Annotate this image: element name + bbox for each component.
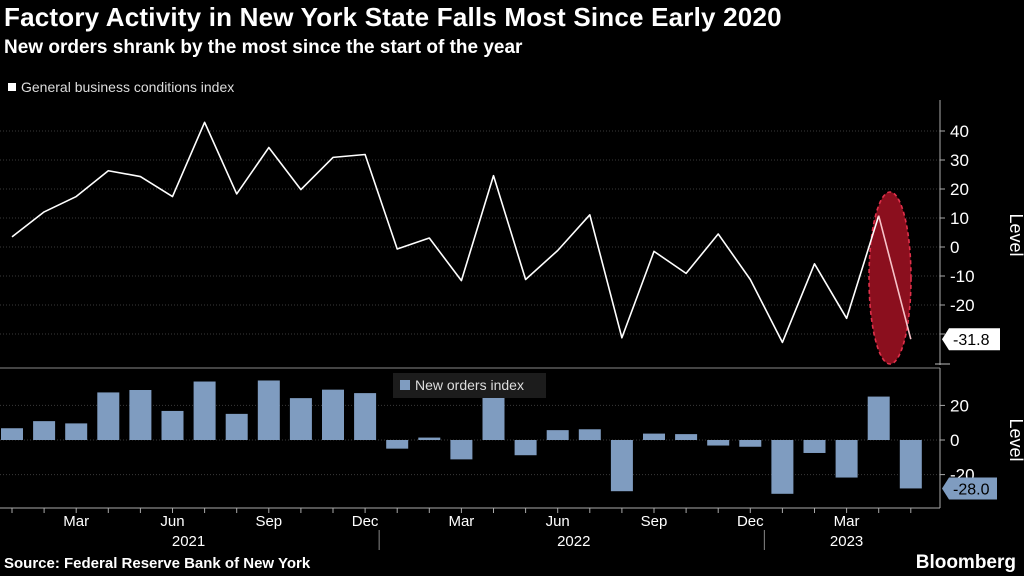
new-orders-bar (161, 410, 184, 440)
top-y-tick-label: 40 (950, 122, 969, 141)
highlight-ellipse (868, 191, 912, 365)
x-month-label: Dec (352, 513, 379, 530)
new-orders-bar (257, 380, 280, 440)
x-axis: Mar Jun Sep Dec Mar Jun Sep Dec Mar 2021 2022 2023 (0, 507, 940, 550)
new-orders-bar (514, 440, 537, 456)
new-orders-bar (97, 392, 120, 440)
new-orders-bar (193, 381, 216, 440)
x-month-label: Mar (63, 513, 89, 530)
new-orders-bar (835, 440, 858, 478)
new-orders-bar (1, 428, 23, 440)
new-orders-bar (129, 390, 152, 440)
legend-general-business-label: General business conditions index (21, 79, 235, 95)
new-orders-bar (418, 437, 441, 440)
bottom-y-tick-label: 20 (950, 396, 969, 415)
new-orders-bar (33, 421, 56, 440)
x-month-label: Jun (160, 513, 184, 530)
x-month-label: Jun (546, 513, 570, 530)
new-orders-bar (65, 423, 88, 440)
x-year-label: 2021 (172, 533, 205, 550)
general-business-line-last-segment (877, 215, 912, 340)
new-orders-bar (610, 440, 633, 492)
x-month-label: Dec (737, 513, 764, 530)
legend-swatch-line (8, 83, 16, 91)
new-orders-bar (803, 440, 826, 453)
general-business-line (11, 121, 880, 344)
x-year-label: 2023 (830, 533, 863, 550)
x-month-label: Mar (834, 513, 860, 530)
top-panel-last-value: -31.8 (942, 328, 1000, 351)
top-panel-line (11, 121, 912, 344)
bloomberg-logo: Bloomberg (915, 552, 1016, 573)
top-last-value-tag (942, 328, 1000, 351)
top-y-axis-title: Level (1006, 213, 1024, 256)
top-y-tick-label: 30 (950, 151, 969, 170)
bottom-y-axis-title: Level (1006, 418, 1024, 461)
top-y-tick-label: -10 (950, 267, 975, 286)
legend-swatch-bar (400, 380, 410, 390)
new-orders-bar (578, 429, 601, 440)
legend-new-orders-label: New orders index (415, 377, 524, 393)
new-orders-bar (354, 393, 377, 440)
bottom-panel-bars (1, 380, 922, 494)
x-year-label: 2022 (557, 533, 590, 550)
top-y-tick-label: 0 (950, 238, 959, 257)
new-orders-bar (899, 440, 922, 489)
top-panel-gridlines (0, 130, 940, 335)
new-orders-bar (450, 440, 473, 460)
bottom-y-tick-label: 0 (950, 431, 959, 450)
highlight-group (868, 191, 912, 365)
new-orders-bar (675, 434, 698, 440)
new-orders-bar (546, 430, 569, 440)
top-y-tick-label: 10 (950, 209, 969, 228)
legend-general-business: General business conditions index (8, 79, 234, 95)
x-month-label: Sep (641, 513, 668, 530)
new-orders-bar (867, 396, 890, 440)
bottom-panel-last-value: -28.0 (942, 477, 997, 500)
chart-subtitle: New orders shrank by the most since the … (4, 37, 523, 58)
bottom-last-value-tag (942, 477, 997, 500)
top-last-value-text: -31.8 (953, 332, 990, 349)
legend-new-orders-box (393, 373, 546, 398)
new-orders-bar (289, 398, 312, 440)
new-orders-bar (225, 413, 248, 440)
chart-title: Factory Activity in New York State Falls… (4, 2, 782, 32)
new-orders-bar (322, 389, 344, 440)
x-month-label: Sep (255, 513, 282, 530)
new-orders-bar (386, 440, 409, 449)
new-orders-bar (643, 433, 665, 440)
legend-new-orders: New orders index (393, 373, 546, 398)
top-y-tick-label: -20 (950, 296, 975, 315)
new-orders-bar (771, 440, 794, 494)
new-orders-bar (707, 440, 730, 446)
new-orders-bar (739, 440, 762, 447)
new-orders-bar (482, 396, 505, 440)
bottom-last-value-text: -28.0 (953, 481, 990, 498)
top-y-tick-label: 20 (950, 180, 969, 199)
x-month-label: Mar (448, 513, 474, 530)
source-note: Source: Federal Reserve Bank of New York (4, 555, 311, 572)
